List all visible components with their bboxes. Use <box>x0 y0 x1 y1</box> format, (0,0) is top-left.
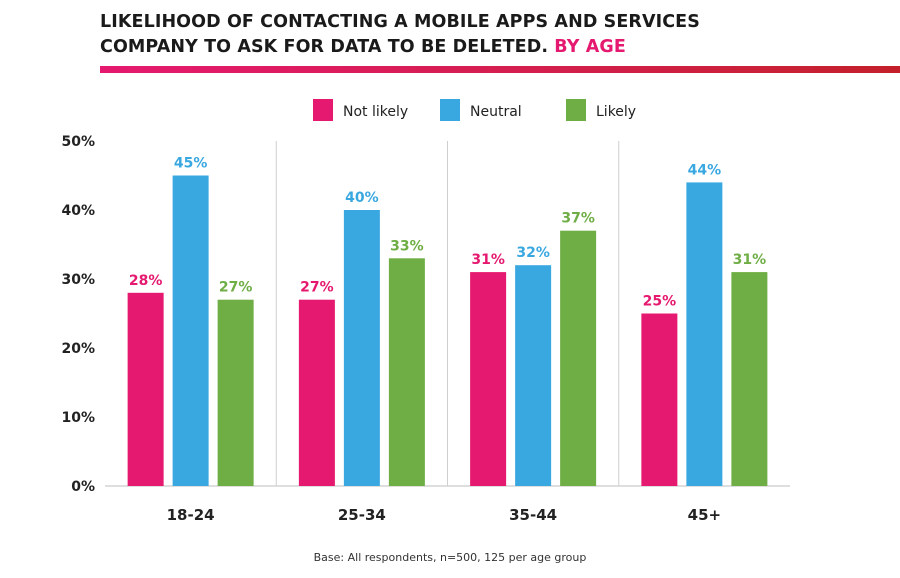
bar-chart: Not likely Neutral Likely 0% 10% 20% 30% 40% 50… <box>61 99 790 524</box>
base-note: Base: All respondents, n=500, 125 per ag… <box>313 551 587 564</box>
x-tick-label: 45+ <box>688 506 721 524</box>
title-line-1: LIKELIHOOD OF CONTACTING A MOBILE APPS A… <box>100 12 700 32</box>
y-tick-label: 50% <box>61 134 95 150</box>
bar <box>731 272 768 486</box>
title-highlight: BY AGE <box>554 37 626 57</box>
title-divider <box>100 66 900 73</box>
group-separators <box>275 141 620 486</box>
chart-title: LIKELIHOOD OF CONTACTING A MOBILE APPS A… <box>100 10 700 60</box>
bar <box>560 230 597 486</box>
x-axis: 18-24 25-34 35-44 45+ <box>167 506 721 524</box>
bar <box>515 265 552 486</box>
legend-swatch <box>566 99 586 121</box>
legend-swatch <box>440 99 460 121</box>
legend-label: Neutral <box>470 104 522 120</box>
data-label: 27% <box>300 280 334 296</box>
legend: Not likely Neutral Likely <box>313 99 636 121</box>
x-tick-label: 35-44 <box>509 506 557 524</box>
y-tick-label: 10% <box>61 410 95 426</box>
x-tick-label: 18-24 <box>167 506 215 524</box>
bars: 28% 45% 27% 27% 40% 33% 31% 32% 37% 25% 44% 31% <box>127 156 768 486</box>
data-label: 40% <box>345 190 379 206</box>
y-tick-label: 0% <box>71 479 95 495</box>
bar <box>217 299 254 486</box>
y-axis: 0% 10% 20% 30% 40% 50% <box>61 134 790 495</box>
legend-label: Not likely <box>343 104 408 120</box>
data-label: 33% <box>390 238 424 254</box>
bar <box>686 182 723 486</box>
data-label: 27% <box>219 280 253 296</box>
bar <box>298 299 335 486</box>
data-label: 31% <box>471 252 505 268</box>
data-label: 44% <box>688 162 722 178</box>
data-label: 28% <box>129 273 163 289</box>
x-tick-label: 25-34 <box>338 506 386 524</box>
data-label: 32% <box>516 245 550 261</box>
y-tick-label: 40% <box>61 203 95 219</box>
bar <box>388 258 425 486</box>
legend-swatch <box>313 99 333 121</box>
bar <box>127 292 164 486</box>
bar <box>343 210 380 486</box>
data-label: 37% <box>561 211 595 227</box>
y-tick-label: 20% <box>61 341 95 357</box>
y-tick-label: 30% <box>61 272 95 288</box>
data-label: 45% <box>174 156 208 172</box>
bar <box>470 272 507 486</box>
legend-label: Likely <box>596 104 636 120</box>
bar <box>641 313 678 486</box>
data-label: 31% <box>733 252 767 268</box>
title-line-2: COMPANY TO ASK FOR DATA TO BE DELETED. <box>100 37 549 57</box>
data-label: 25% <box>643 294 677 310</box>
bar <box>172 175 209 486</box>
